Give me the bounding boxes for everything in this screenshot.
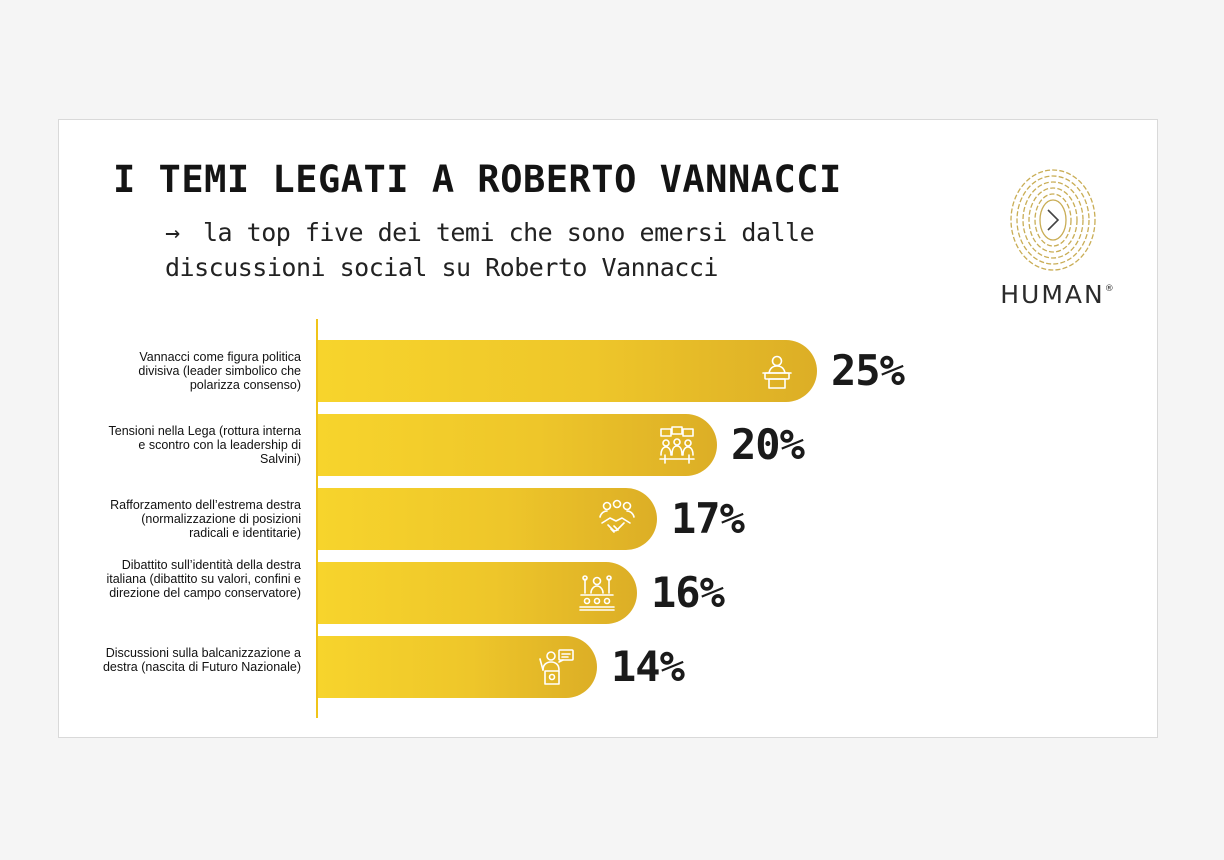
category-label: Tensioni nella Lega (rottura interna e s… <box>108 424 301 466</box>
registered-mark: ® <box>1104 284 1114 294</box>
arrow-icon: → <box>165 218 180 247</box>
logo-word: HUMAN <box>1000 280 1105 309</box>
value-label: 17% <box>671 494 745 543</box>
value-label: 20% <box>731 420 805 469</box>
value-label: 16% <box>651 568 725 617</box>
debate-crowd-icon <box>659 426 695 464</box>
chart-title: I TEMI LEGATI A ROBERTO VANNACCI <box>113 158 842 201</box>
subtitle-text: la top five dei temi che sono emersi dal… <box>165 218 815 282</box>
human-logo: HUMAN® <box>995 168 1125 310</box>
bar-axis-line <box>316 319 318 718</box>
category-label: Rafforzamento dell’estrema destra (norma… <box>110 498 301 540</box>
value-label: 25% <box>831 346 905 395</box>
fingerprint-play-icon <box>1010 169 1096 271</box>
speaker-podium-icon <box>762 355 792 389</box>
handshake-group-icon <box>599 499 635 533</box>
category-label: Dibattito sull’identità della destra ita… <box>106 558 301 600</box>
bar <box>318 636 597 698</box>
bar <box>318 488 657 550</box>
bar <box>318 562 637 624</box>
assembly-icon <box>579 575 615 611</box>
chart-subtitle: → la top five dei temi che sono emersi da… <box>165 215 885 285</box>
bar <box>318 414 717 476</box>
protester-icon <box>539 649 574 685</box>
category-label: Discussioni sulla balcanizzazione a dest… <box>102 646 301 674</box>
chart-card: I TEMI LEGATI A ROBERTO VANNACCI → la top… <box>58 119 1158 738</box>
bar <box>318 340 817 402</box>
value-label: 14% <box>611 642 685 691</box>
category-label: Vannacci come figura politica divisiva (… <box>138 350 301 392</box>
logo-wordmark: HUMAN® <box>995 280 1119 309</box>
